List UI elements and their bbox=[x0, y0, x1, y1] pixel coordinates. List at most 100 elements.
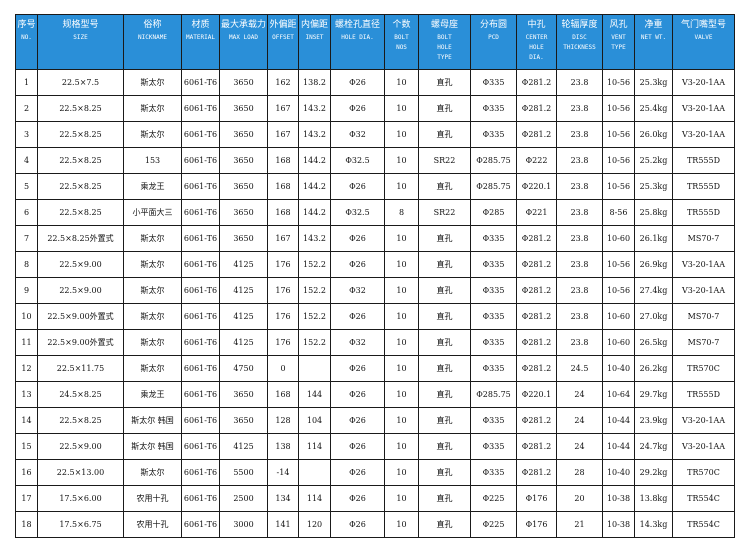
table-cell: Φ26 bbox=[330, 459, 385, 486]
table-cell: 22.5×9.00 bbox=[37, 251, 124, 278]
table-cell: 10-40 bbox=[602, 459, 635, 486]
table-cell: 25.3kg bbox=[634, 173, 673, 200]
table-cell: Φ285 bbox=[470, 199, 517, 226]
table-cell: 斯太尔 bbox=[123, 277, 182, 304]
table-cell: 10 bbox=[384, 147, 419, 174]
table-row: 15 22.5×9.00 斯太尔 韩国 6061-T6 4125 138 114 Φ26 10 直… bbox=[15, 433, 735, 460]
table-row: 11 22.5×9.00外置式 斯太尔 6061-T6 4125 176 152.2 Φ32 1… bbox=[15, 329, 735, 356]
table-cell: 9 bbox=[15, 277, 38, 304]
table-cell: 25.8kg bbox=[634, 199, 673, 226]
table-cell: 120 bbox=[298, 511, 331, 538]
table-cell: 22.5×9.00外置式 bbox=[37, 329, 124, 356]
table-cell: Φ26 bbox=[330, 95, 385, 122]
table-cell: Φ281.2 bbox=[516, 459, 557, 486]
table-cell: Φ285.75 bbox=[470, 173, 517, 200]
column-header-label: 气门嘴型号 bbox=[680, 20, 726, 30]
table-cell: 26.0kg bbox=[634, 121, 673, 148]
table-row: 18 17.5×6.75 农用十孔 6061-T6 3000 141 120 Φ26 10 直孔 Φ… bbox=[15, 511, 735, 538]
table-cell: 斯太尔 bbox=[123, 69, 182, 96]
table-cell: 25.4kg bbox=[634, 95, 673, 122]
table-cell: 104 bbox=[298, 407, 331, 434]
table-cell: Φ176 bbox=[516, 485, 557, 512]
column-header-english: MATERIAL bbox=[186, 34, 215, 41]
table-cell: 22.5×11.75 bbox=[37, 355, 124, 382]
table-cell: 斯太尔 bbox=[123, 251, 182, 278]
table-cell: 10-56 bbox=[602, 95, 635, 122]
table-cell: 10-38 bbox=[602, 511, 635, 538]
table-cell: 27.0kg bbox=[634, 303, 673, 330]
table-cell: 农用十孔 bbox=[123, 511, 182, 538]
table-cell: Φ285.75 bbox=[470, 381, 517, 408]
column-header-label: 规格型号 bbox=[62, 20, 99, 30]
table-cell: MS70-7 bbox=[672, 303, 735, 330]
table-cell: Φ281.2 bbox=[516, 433, 557, 460]
column-header: 净重 NET WT. bbox=[634, 14, 673, 70]
table-cell: Φ335 bbox=[470, 433, 517, 460]
table-cell: 10-56 bbox=[602, 147, 635, 174]
table-cell: 11 bbox=[15, 329, 38, 356]
table-cell: 直孔 bbox=[418, 121, 471, 148]
table-cell: SR22 bbox=[418, 147, 471, 174]
table-cell: 10-56 bbox=[602, 69, 635, 96]
table-cell: Φ26 bbox=[330, 407, 385, 434]
header-row: 序号 NO. 规格型号 SIZE 俗称 NICKNAME 材质 MATERIAL 最大承载力 MA… bbox=[15, 14, 735, 70]
column-header-english: VENT TYPE bbox=[611, 34, 626, 51]
column-header: 规格型号 SIZE bbox=[37, 14, 124, 70]
table-cell: 22.5×8.25 bbox=[37, 199, 124, 226]
table-cell: 直孔 bbox=[418, 277, 471, 304]
column-header: 螺母座 BOLT HOLE TYPE bbox=[418, 14, 471, 70]
table-cell: 斯太尔 bbox=[123, 303, 182, 330]
table-cell: 143.2 bbox=[298, 121, 331, 148]
table-cell: 6061-T6 bbox=[181, 459, 220, 486]
table-cell: 114 bbox=[298, 485, 331, 512]
table-cell: 144.2 bbox=[298, 199, 331, 226]
table-cell: 6061-T6 bbox=[181, 277, 220, 304]
table-cell: 176 bbox=[267, 277, 299, 304]
table-cell: 6061-T6 bbox=[181, 329, 220, 356]
table-cell: 14.3kg bbox=[634, 511, 673, 538]
column-header-label: 俗称 bbox=[143, 20, 162, 30]
table-cell: 4 bbox=[15, 147, 38, 174]
table-cell: Φ281.2 bbox=[516, 251, 557, 278]
column-header-english: HOLE DIA. bbox=[341, 34, 374, 41]
table-cell: 10-56 bbox=[602, 173, 635, 200]
table-cell: 6061-T6 bbox=[181, 485, 220, 512]
table-row: 13 24.5×8.25 乘龙王 6061-T6 3650 168 144 Φ26 10 直孔 Φ2… bbox=[15, 381, 735, 408]
column-header-english: OFFSET bbox=[272, 34, 294, 41]
table-cell: 176 bbox=[267, 329, 299, 356]
table-cell: 176 bbox=[267, 303, 299, 330]
table-cell: 167 bbox=[267, 225, 299, 252]
table-cell: 17.5×6.00 bbox=[37, 485, 124, 512]
table-cell: 10-56 bbox=[602, 277, 635, 304]
column-header-label: 分布圆 bbox=[479, 20, 507, 30]
table-cell: TR555D bbox=[672, 199, 735, 226]
table-cell: 22.5×9.00外置式 bbox=[37, 303, 124, 330]
column-header-english: NET WT. bbox=[640, 34, 667, 41]
table-cell: V3-20-1AA bbox=[672, 277, 735, 304]
table-cell: 22.5×8.25 bbox=[37, 147, 124, 174]
table-cell: 直孔 bbox=[418, 251, 471, 278]
table-cell: 10 bbox=[384, 355, 419, 382]
table-cell: Φ26 bbox=[330, 381, 385, 408]
table-row: 17 17.5×6.00 农用十孔 6061-T6 2500 134 114 Φ26 10 直孔 Φ… bbox=[15, 485, 735, 512]
table-cell bbox=[298, 459, 331, 486]
column-header-label: 轮辐厚度 bbox=[561, 20, 598, 30]
table-cell: TR555D bbox=[672, 173, 735, 200]
table-cell: 26.9kg bbox=[634, 251, 673, 278]
table-cell: Φ220.1 bbox=[516, 381, 557, 408]
table-cell: V3-20-1AA bbox=[672, 433, 735, 460]
table-cell: 3650 bbox=[219, 199, 268, 226]
table-cell: 134 bbox=[267, 485, 299, 512]
table-cell: Φ281.2 bbox=[516, 407, 557, 434]
table-cell: 小平面大三 bbox=[123, 199, 182, 226]
table-row: 14 22.5×8.25 斯太尔 韩国 6061-T6 3650 128 104 Φ26 10 直… bbox=[15, 407, 735, 434]
table-cell: 10 bbox=[384, 69, 419, 96]
table-body: 1 22.5×7.5 斯太尔 6061-T6 3650 162 138.2 Φ26 10 直孔 Φ3… bbox=[15, 69, 735, 538]
table-cell: Φ281.2 bbox=[516, 95, 557, 122]
table-cell: 10-60 bbox=[602, 329, 635, 356]
table-cell: 6061-T6 bbox=[181, 95, 220, 122]
table-cell: 4125 bbox=[219, 433, 268, 460]
table-cell: 6061-T6 bbox=[181, 147, 220, 174]
table-cell: Φ32.5 bbox=[330, 199, 385, 226]
table-cell: 144.2 bbox=[298, 173, 331, 200]
